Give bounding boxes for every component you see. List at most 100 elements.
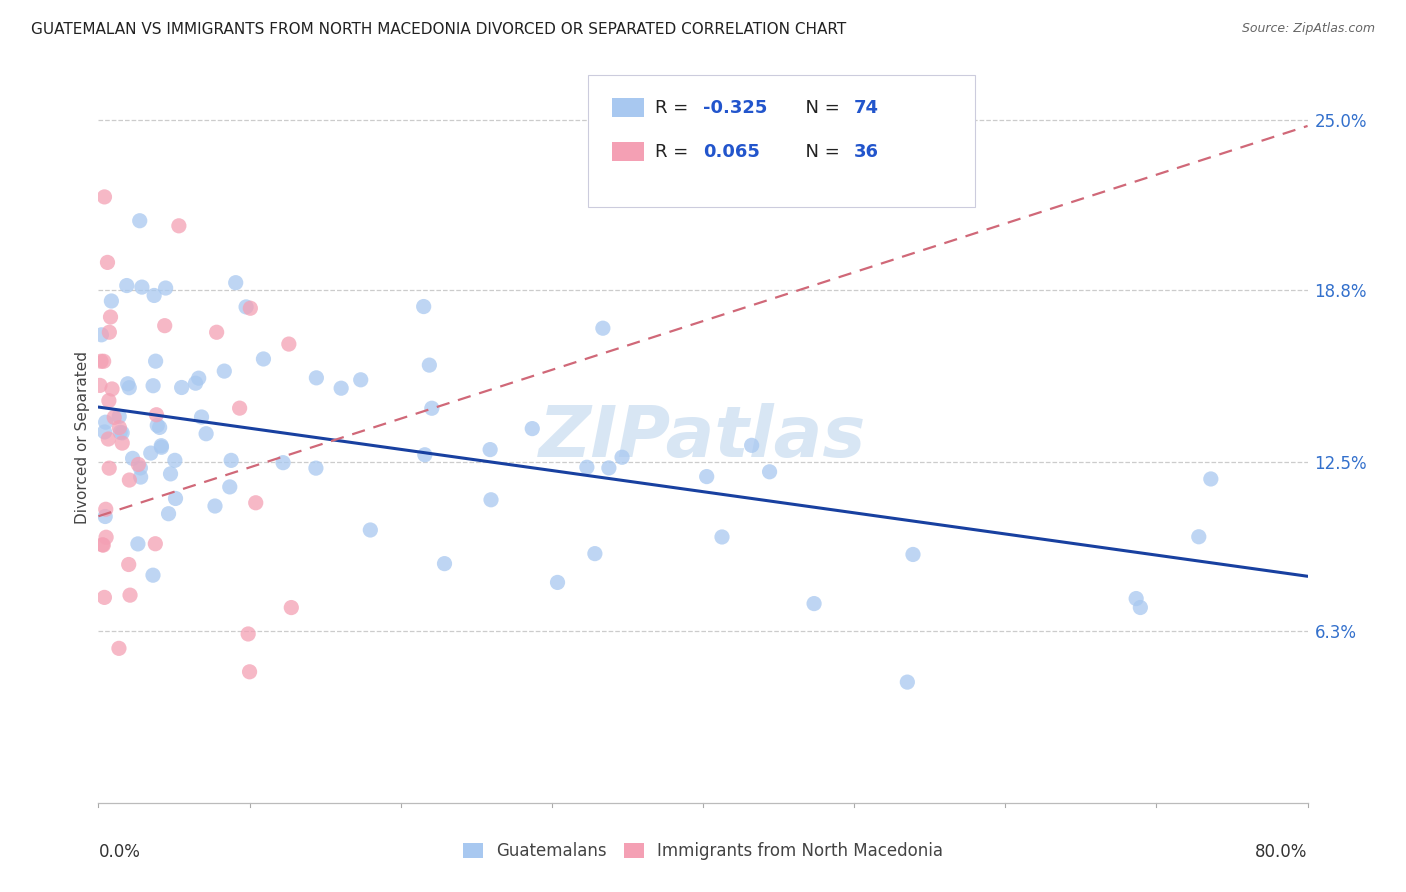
Immigrants from North Macedonia [228,401,250,416]
Guatemalans [479,492,502,507]
Guatemalans [575,460,598,475]
Guatemalans [170,380,193,394]
Guatemalans [1199,472,1222,486]
Guatemalans [108,425,131,440]
Guatemalans [803,597,825,611]
Guatemalans [433,557,456,571]
Immigrants from North Macedonia [143,537,166,551]
Guatemalans [150,439,173,453]
FancyBboxPatch shape [613,143,644,161]
Guatemalans [225,276,247,290]
Guatemalans [145,354,167,368]
Immigrants from North Macedonia [100,310,122,324]
Immigrants from North Macedonia [145,408,167,422]
Guatemalans [142,378,165,392]
Guatemalans [127,537,149,551]
Guatemalans [149,420,172,434]
Guatemalans [711,530,734,544]
Guatemalans [155,281,177,295]
Guatemalans [117,376,139,391]
Guatemalans [896,675,918,690]
Guatemalans [1129,600,1152,615]
FancyBboxPatch shape [613,98,644,118]
Guatemalans [129,470,152,484]
Immigrants from North Macedonia [118,558,141,572]
Guatemalans [479,442,502,457]
Immigrants from North Macedonia [205,325,228,339]
Text: 0.0%: 0.0% [98,843,141,861]
Guatemalans [420,401,443,416]
Text: 36: 36 [855,143,879,161]
Guatemalans [214,364,236,378]
Immigrants from North Macedonia [238,627,260,641]
Guatemalans [696,469,718,483]
Guatemalans [195,426,218,441]
Guatemalans [187,371,209,385]
Guatemalans [1188,530,1211,544]
Guatemalans [610,450,633,465]
Immigrants from North Macedonia [167,219,190,233]
Guatemalans [271,456,294,470]
Guatemalans [218,480,240,494]
Guatemalans [583,547,606,561]
Guatemalans [350,373,373,387]
Guatemalans [100,293,122,308]
Guatemalans [184,376,207,391]
Guatemalans [142,568,165,582]
Immigrants from North Macedonia [108,420,131,434]
Immigrants from North Macedonia [101,382,124,396]
Text: 74: 74 [855,99,879,117]
Guatemalans [139,446,162,460]
Immigrants from North Macedonia [93,354,115,368]
Immigrants from North Macedonia [93,591,115,605]
Text: GUATEMALAN VS IMMIGRANTS FROM NORTH MACEDONIA DIVORCED OR SEPARATED CORRELATION : GUATEMALAN VS IMMIGRANTS FROM NORTH MACE… [31,22,846,37]
Immigrants from North Macedonia [239,665,262,679]
Immigrants from North Macedonia [127,458,149,472]
Guatemalans [547,575,569,590]
Guatemalans [219,453,242,467]
Guatemalans [758,465,780,479]
Guatemalans [131,280,153,294]
Immigrants from North Macedonia [118,588,141,602]
Immigrants from North Macedonia [280,600,302,615]
Guatemalans [901,548,924,562]
Guatemalans [330,381,353,395]
Guatemalans [252,351,274,366]
Immigrants from North Macedonia [94,530,117,544]
Immigrants from North Macedonia [108,641,131,656]
Immigrants from North Macedonia [96,255,118,269]
Guatemalans [93,425,115,439]
Guatemalans [129,461,152,475]
Guatemalans [157,507,180,521]
Guatemalans [150,440,173,454]
Guatemalans [235,300,257,314]
Immigrants from North Macedonia [90,354,112,368]
Guatemalans [115,278,138,293]
Guatemalans [418,358,440,372]
Immigrants from North Macedonia [91,538,114,552]
Guatemalans [592,321,614,335]
Text: 0.065: 0.065 [703,143,759,161]
Guatemalans [128,213,150,227]
Immigrants from North Macedonia [97,432,120,446]
Guatemalans [118,381,141,395]
Guatemalans [121,451,143,466]
Immigrants from North Macedonia [97,393,120,408]
Immigrants from North Macedonia [239,301,262,316]
Immigrants from North Macedonia [89,378,111,392]
Legend: Guatemalans, Immigrants from North Macedonia: Guatemalans, Immigrants from North Maced… [463,842,943,860]
Guatemalans [190,409,212,424]
Text: N =: N = [793,143,845,161]
Guatemalans [412,300,434,314]
Immigrants from North Macedonia [94,502,117,516]
Guatemalans [741,438,763,452]
Guatemalans [204,499,226,513]
Guatemalans [413,448,436,462]
Text: -0.325: -0.325 [703,99,768,117]
Guatemalans [359,523,381,537]
Immigrants from North Macedonia [277,337,299,351]
Text: Source: ZipAtlas.com: Source: ZipAtlas.com [1241,22,1375,36]
Guatemalans [111,425,134,440]
Immigrants from North Macedonia [98,325,121,339]
Guatemalans [305,461,328,475]
